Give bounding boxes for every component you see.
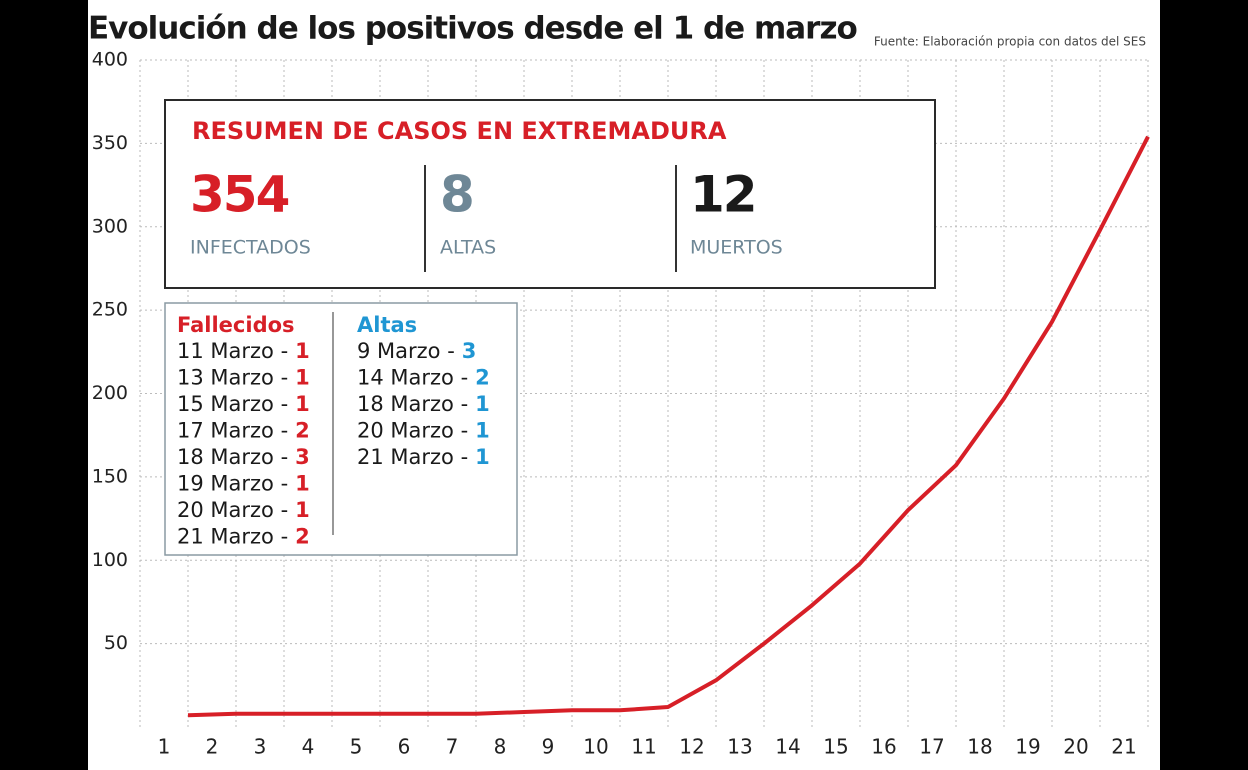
list-item: 20 Marzo - 1 [177,498,310,522]
stat-value: 8 [440,166,473,224]
x-tick-label: 1 [158,735,171,759]
x-tick-label: 5 [350,735,363,759]
stat-value: 12 [690,166,756,224]
list-count: 1 [295,472,310,496]
x-tick-label: 3 [254,735,267,759]
plot [187,135,1150,718]
list-date: 14 Marzo - [357,366,468,390]
box-text: 354INFECTADOS8ALTAS12MUERTOSFallecidos11… [177,166,783,549]
x-tick-label: 17 [919,735,944,759]
list-item: 13 Marzo - 1 [177,366,310,390]
chart-title: Evolución de los positivos desde el 1 de… [88,11,857,47]
stat-label: ALTAS [440,237,496,259]
list-item: 21 Marzo - 1 [357,445,490,469]
y-tick-label: 150 [92,465,128,487]
list-count: 1 [475,392,490,416]
list-count: 1 [295,366,310,390]
x-tick-label: 12 [679,735,704,759]
x-tick-label: 2 [206,735,219,759]
list-count: 1 [295,498,310,522]
y-tick-label: 200 [92,382,128,404]
data-line [187,135,1150,718]
list-item: 9 Marzo - 3 [357,339,476,363]
list-date: 20 Marzo - [177,498,288,522]
list-count: 3 [462,339,477,363]
x-tick-label: 16 [871,735,896,759]
list-count: 1 [295,339,310,363]
x-tick-label: 20 [1063,735,1088,759]
y-tick-label: 300 [92,215,128,237]
list-date: 20 Marzo - [357,419,468,443]
x-tick-label: 4 [302,735,315,759]
list-date: 13 Marzo - [177,366,288,390]
x-tick-label: 21 [1111,735,1136,759]
x-tick-label: 19 [1015,735,1040,759]
x-tick-label: 18 [967,735,992,759]
summary-title: RESUMEN DE CASOS EN EXTREMADURA [192,117,727,145]
y-tick-label: 50 [104,632,128,654]
list-item: 15 Marzo - 1 [177,392,310,416]
list-count: 2 [295,525,310,549]
list-count: 2 [295,419,310,443]
list-date: 15 Marzo - [177,392,288,416]
y-tick-label: 350 [92,132,128,154]
stat-label: INFECTADOS [190,237,311,259]
y-tick-label: 250 [92,299,128,321]
list-box [164,302,518,556]
list-date: 21 Marzo - [357,445,468,469]
x-tick-label: 6 [398,735,411,759]
x-tick-label: 13 [727,735,752,759]
list-count: 1 [475,419,490,443]
list-date: 17 Marzo - [177,419,288,443]
list-date: 18 Marzo - [177,445,288,469]
list-item: 18 Marzo - 1 [357,392,490,416]
source: Fuente: Elaboración propia con datos del… [874,35,1146,49]
list-count: 1 [295,392,310,416]
list-count: 2 [475,366,490,390]
y-tick-label: 400 [92,49,128,71]
list-item: 19 Marzo - 1 [177,472,310,496]
list-count: 3 [295,445,310,469]
list-date: 18 Marzo - [357,392,468,416]
list-title: Altas [357,313,417,337]
x-tick-label: 10 [583,735,608,759]
y-tick-label: 100 [92,549,128,571]
x-tick-label: 7 [446,735,459,759]
list-item: 14 Marzo - 2 [357,366,490,390]
list-item: 11 Marzo - 1 [177,339,310,363]
x-tick-label: 14 [775,735,800,759]
list-date: 11 Marzo - [177,339,288,363]
list-item: 21 Marzo - 2 [177,525,310,549]
list-title: Fallecidos [177,313,295,337]
list-date: 21 Marzo - [177,525,288,549]
stat-value: 354 [190,166,289,224]
list-date: 19 Marzo - [177,472,288,496]
x-tick-label: 9 [542,735,555,759]
list-item: 18 Marzo - 3 [177,445,310,469]
list-date: 9 Marzo - [357,339,455,363]
list-count: 1 [475,445,490,469]
x-tick-label: 11 [631,735,656,759]
x-tick-label: 8 [494,735,507,759]
summary-box [164,99,936,289]
list-item: 17 Marzo - 2 [177,419,310,443]
stat-label: MUERTOS [690,237,783,259]
list-item: 20 Marzo - 1 [357,419,490,443]
x-tick-label: 15 [823,735,848,759]
